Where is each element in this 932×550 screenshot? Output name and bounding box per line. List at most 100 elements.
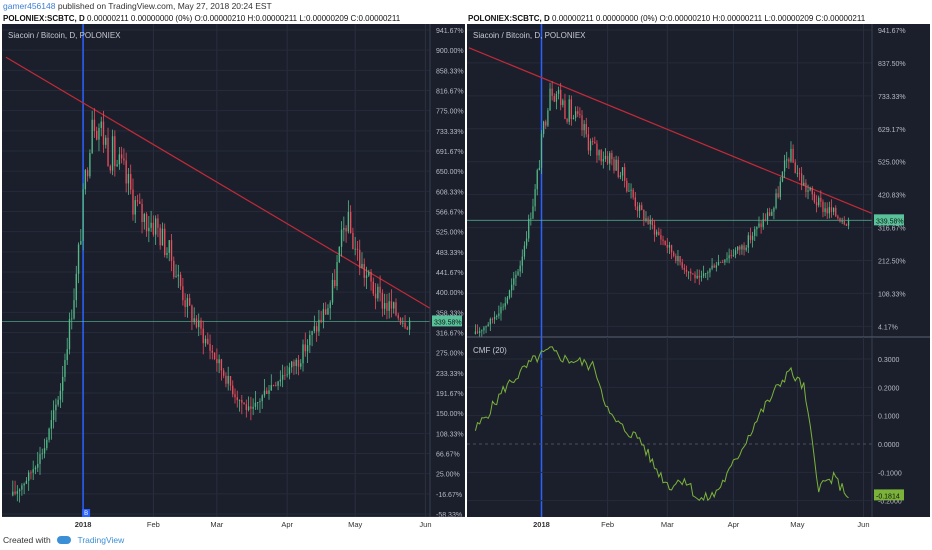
candle-body <box>198 320 200 328</box>
candle-body <box>286 374 288 376</box>
candle-body <box>530 218 532 220</box>
candle-body <box>379 286 381 293</box>
candle-body <box>756 226 758 230</box>
candle-body <box>75 273 77 301</box>
candle-body <box>715 265 717 268</box>
candle-body <box>581 115 583 131</box>
candle-body <box>730 255 732 257</box>
candle-body <box>234 394 236 398</box>
last-price-label: 339.58% <box>876 218 904 225</box>
candle-body <box>266 390 268 394</box>
last-price-box <box>874 214 904 226</box>
right-price-chart[interactable]: 941.67% 837.50% 733.33% 629.17% 525.00% 420.8… <box>467 24 930 529</box>
candle-body <box>374 293 377 299</box>
candle-body <box>606 155 609 164</box>
right-chart-label: Siacoin / Bitcoin, D, POLONIEX <box>473 31 586 40</box>
candle-body <box>553 95 555 102</box>
candle-body <box>641 205 643 210</box>
candle-body <box>638 205 641 211</box>
candle-body <box>365 275 368 278</box>
candle-body <box>745 247 747 250</box>
candle-body <box>624 167 626 181</box>
candle-body <box>545 121 547 126</box>
author-link[interactable]: gamer456148 <box>3 1 56 11</box>
candle-body <box>395 302 397 316</box>
candle-body <box>68 319 71 350</box>
price-tick-label: -58.33% <box>436 512 462 519</box>
right-chart-panel[interactable]: 941.67% 837.50% 733.33% 629.17% 525.00% 420.8… <box>467 24 930 529</box>
candle-body <box>109 166 111 171</box>
candle-body <box>500 306 502 314</box>
candle-body <box>551 88 553 96</box>
price-tick-label: 316.67% <box>436 331 464 338</box>
candle-body <box>261 395 263 402</box>
candle-body <box>649 219 651 225</box>
time-tick-label: Apr <box>281 520 293 529</box>
candle-body <box>843 221 845 225</box>
cmf-label: CMF (20) <box>473 346 507 355</box>
candle-body <box>487 324 489 327</box>
candle-body <box>766 212 769 221</box>
candle-body <box>331 280 334 303</box>
candle-body <box>683 267 685 270</box>
candle-body <box>828 207 830 214</box>
candle-body <box>677 255 679 262</box>
candle-body <box>116 164 118 167</box>
candle-body <box>476 331 479 333</box>
candle-body <box>52 410 55 421</box>
candle-body <box>16 491 19 494</box>
price-tick-label: 108.33% <box>436 431 464 438</box>
tradingview-link[interactable]: TradingView <box>77 535 125 545</box>
price-tick-label: 66.67% <box>436 452 460 459</box>
trendline <box>468 47 873 215</box>
candle-body <box>173 260 175 277</box>
candle-body <box>14 491 16 494</box>
candle-body <box>483 327 485 331</box>
candle-body <box>300 363 302 367</box>
candle-body <box>594 142 596 144</box>
candle-body <box>615 159 617 171</box>
last-price-label: 339.58% <box>434 319 462 326</box>
marker-box <box>82 509 91 517</box>
candle-body <box>598 150 600 156</box>
price-tick-label: 4.17% <box>878 324 898 331</box>
candle-body <box>406 327 409 330</box>
candle-body <box>114 136 116 167</box>
candle-body <box>275 385 277 386</box>
candle-body <box>204 338 207 344</box>
left-price-chart[interactable]: 941.67% 900.00% 858.33% 816.67% 775.00% 733.3… <box>2 24 465 529</box>
candle-body <box>687 271 690 273</box>
candle-body <box>252 406 254 409</box>
price-tick-label: 212.50% <box>878 259 906 266</box>
candle-body <box>168 240 170 253</box>
candle-body <box>707 272 709 274</box>
candle-body <box>166 252 168 256</box>
candle-body <box>98 127 100 140</box>
candle-body <box>18 489 21 492</box>
candle-body <box>830 207 833 212</box>
candle-body <box>383 303 386 309</box>
candle-body <box>213 352 216 360</box>
candle-body <box>30 472 32 474</box>
candle-body <box>506 297 509 304</box>
candle-body <box>726 258 728 260</box>
candle-body <box>481 330 483 332</box>
candle-body <box>311 331 313 336</box>
candle-body <box>820 197 822 202</box>
candle-body <box>570 99 572 119</box>
left-chart-panel[interactable]: 941.67% 900.00% 858.33% 816.67% 775.00% 733.3… <box>2 24 465 529</box>
candle-body <box>792 148 794 163</box>
candle-body <box>182 286 184 301</box>
candle-body <box>536 170 538 190</box>
candle-body <box>154 218 157 235</box>
candle-body <box>845 224 848 226</box>
candle-body <box>157 218 159 228</box>
candle-body <box>719 261 722 263</box>
price-tick-label: 566.67% <box>436 210 464 217</box>
candle-body <box>636 206 639 211</box>
candle-body <box>225 375 227 384</box>
price-tick-label: 608.33% <box>436 189 464 196</box>
candle-body <box>790 148 792 162</box>
candle-body <box>626 180 628 192</box>
candle-body <box>329 302 331 309</box>
